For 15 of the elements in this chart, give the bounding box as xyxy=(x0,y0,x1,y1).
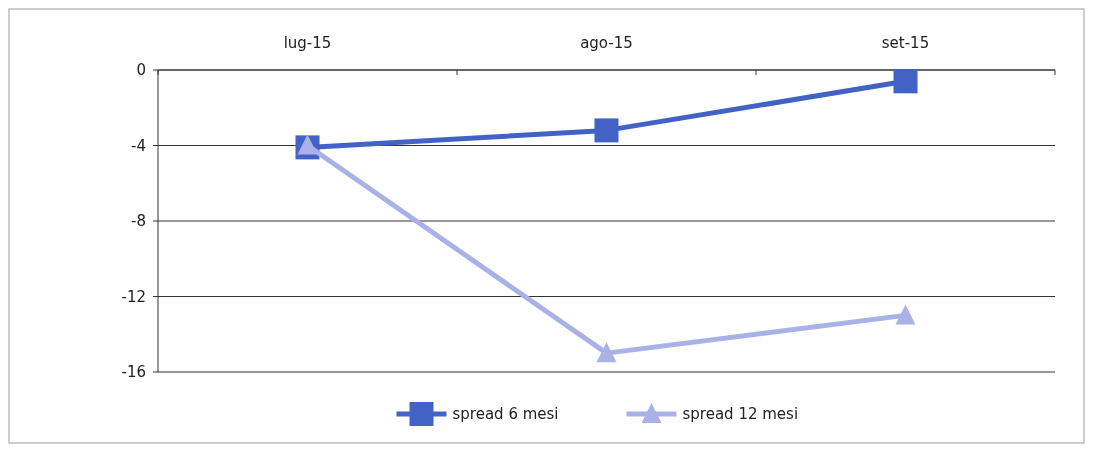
point xyxy=(895,304,916,325)
y-tick-label: -4 xyxy=(131,136,146,155)
point xyxy=(594,118,619,143)
y-tick-label: -16 xyxy=(121,363,146,382)
legend-label: spread 6 mesi xyxy=(452,405,559,424)
x-tick-label: lug-15 xyxy=(283,34,332,52)
x-tick-label: set-15 xyxy=(881,34,930,52)
x-tick-label: ago-15 xyxy=(580,34,633,52)
point xyxy=(297,134,318,155)
point xyxy=(893,69,918,94)
y-tick-label: -8 xyxy=(131,212,146,231)
y-tick-label: -12 xyxy=(121,287,146,306)
point xyxy=(596,342,617,363)
y-tick-label: 0 xyxy=(136,61,146,80)
legend-label: spread 12 mesi xyxy=(682,405,799,424)
